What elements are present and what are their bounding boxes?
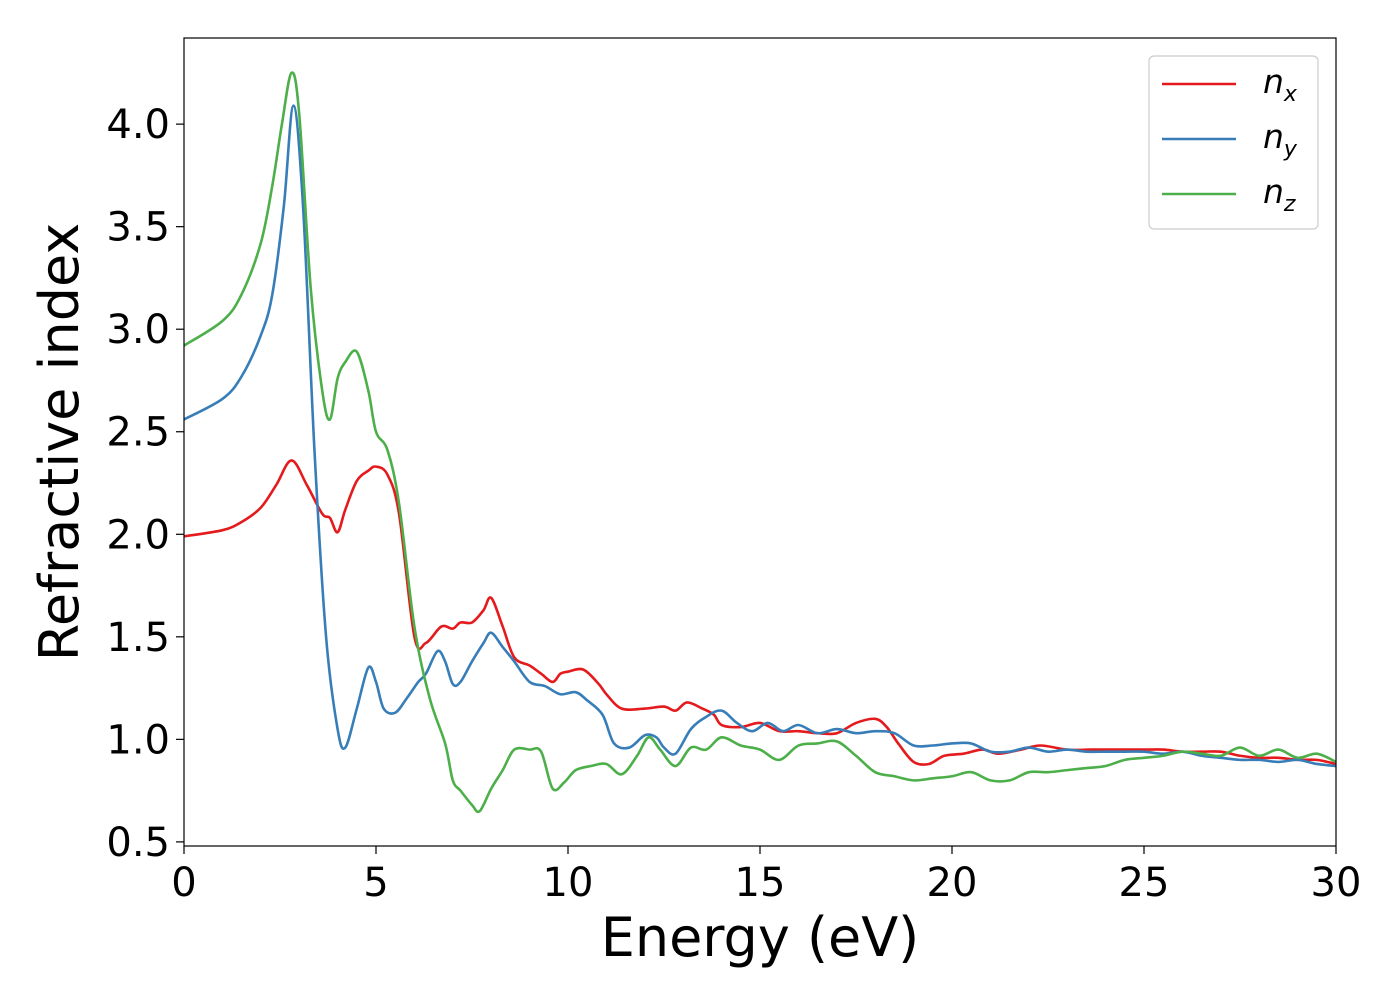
y-tick-label: 1.5 (106, 615, 170, 661)
x-tick-label: 5 (363, 860, 388, 906)
x-tick-label: 15 (735, 860, 786, 906)
series-line-z (184, 71, 1336, 814)
x-tick-label: 25 (1119, 860, 1170, 906)
legend-label-z: nz (1263, 172, 1296, 217)
legend-label-x: nx (1263, 62, 1298, 107)
series-line-x (184, 459, 1336, 766)
y-tick-label: 3.0 (106, 307, 170, 353)
x-tick-label: 20 (927, 860, 978, 906)
y-tick-label: 1.0 (106, 717, 170, 763)
y-tick-label: 2.0 (106, 512, 170, 558)
y-tick-label: 0.5 (106, 820, 170, 866)
x-axis: 0 5 10 15 20 25 30 (171, 846, 1361, 906)
y-tick-label: 3.5 (106, 205, 170, 251)
x-tick-label: 30 (1311, 860, 1362, 906)
x-axis-label: Energy (eV) (601, 906, 920, 969)
legend-box (1148, 55, 1319, 230)
series-line-y (184, 104, 1336, 768)
x-tick-label: 0 (171, 860, 196, 906)
y-axis: 0.5 1.0 1.5 2.0 2.5 3.0 3.5 4.0 (106, 102, 184, 866)
legend-label-y: ny (1263, 117, 1298, 162)
y-axis-label: Refractive index (28, 223, 91, 662)
legend: nx ny nz (1148, 55, 1319, 230)
y-tick-label: 2.5 (106, 410, 170, 456)
x-tick-label: 10 (543, 860, 594, 906)
series-layer (184, 71, 1336, 814)
y-tick-label: 4.0 (106, 102, 170, 148)
